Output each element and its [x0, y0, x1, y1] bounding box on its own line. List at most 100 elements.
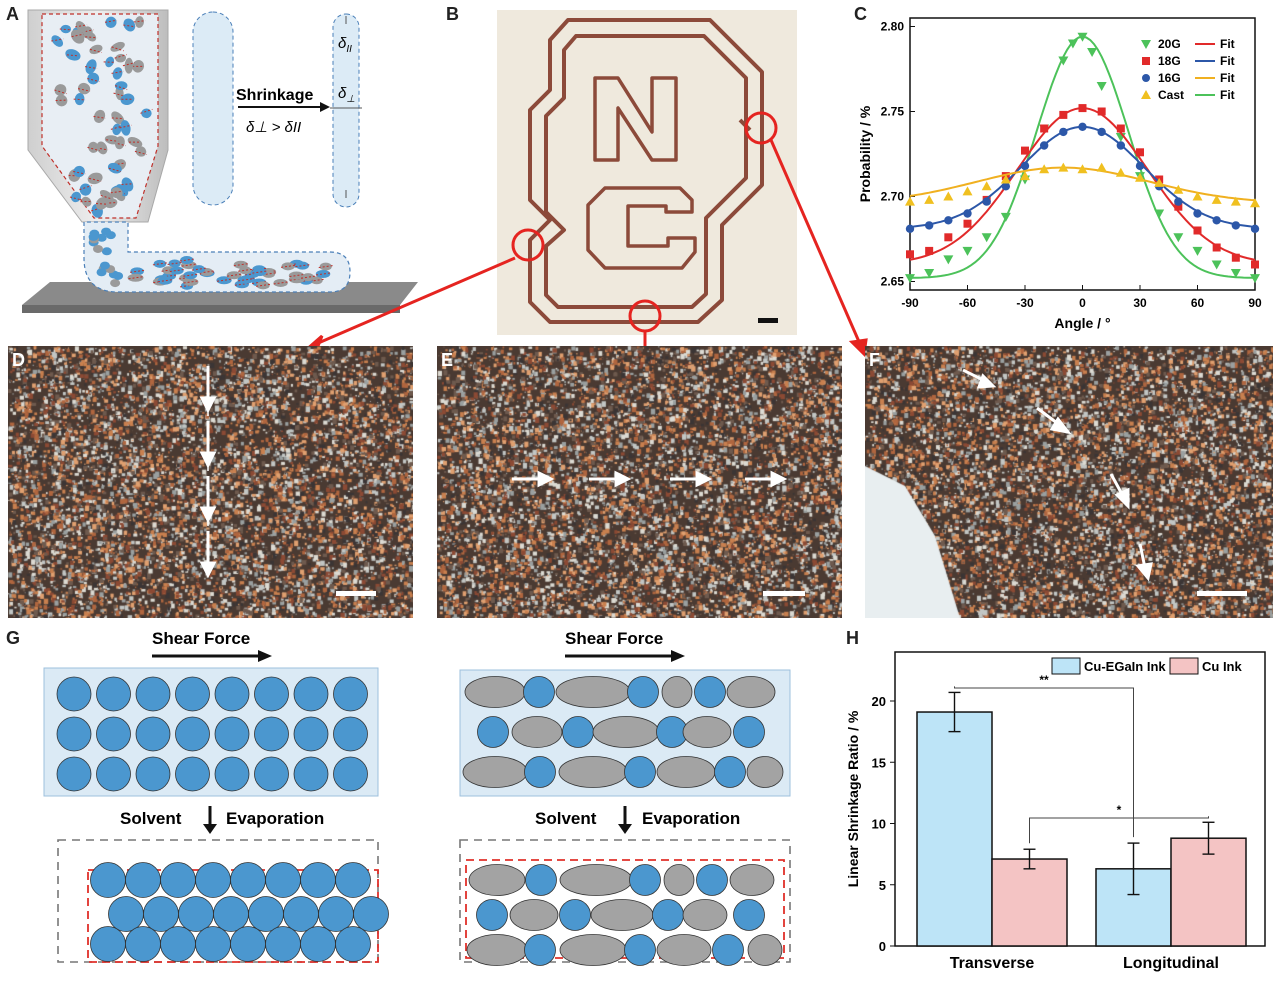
blue-particle [161, 863, 196, 898]
legend-marker [1142, 74, 1150, 82]
blue-particle [525, 757, 556, 788]
blue-particle [301, 863, 336, 898]
y-tick-label: 2.75 [881, 105, 905, 119]
data-point-18g [964, 220, 972, 228]
bar-transverse-1 [992, 859, 1067, 946]
blue-particle [126, 863, 161, 898]
panel-label-c: C [854, 4, 867, 25]
blue-particle [179, 897, 214, 932]
blue-particle [319, 897, 354, 932]
blue-particle [563, 717, 594, 748]
data-point-18g [1059, 111, 1067, 119]
gray-particle [469, 865, 525, 896]
legend-marker [1141, 40, 1151, 49]
data-point-18g [1021, 147, 1029, 155]
blue-particle [57, 757, 91, 791]
y-tick-label: 5 [879, 878, 886, 893]
scale-bar-f [1197, 591, 1247, 596]
gray-particle [662, 677, 692, 708]
legend-series-label: 18G [1158, 54, 1181, 68]
blue-particle [294, 717, 328, 751]
legend-swatch [1170, 658, 1198, 674]
data-point-cast [905, 197, 915, 206]
blue-particle [560, 900, 591, 931]
category-label: Transverse [950, 955, 1035, 972]
x-tick-label: -30 [1016, 296, 1034, 310]
panel-b: B N C [440, 0, 840, 335]
bar-transverse-0 [917, 712, 992, 946]
shear-force-label-right: Shear Force [565, 629, 663, 648]
blue-particle [57, 677, 91, 711]
blue-particle [266, 863, 301, 898]
data-point-16g [1212, 216, 1220, 224]
blue-particle [255, 757, 289, 791]
legend-label: Cu-EGaIn Ink [1084, 659, 1166, 674]
category-label: Longitudinal [1123, 955, 1219, 972]
data-point-20g [1193, 247, 1203, 256]
panel-label-g: G [6, 628, 20, 649]
data-point-16g [1193, 209, 1201, 217]
gray-particle [463, 757, 527, 788]
data-point-20g [1154, 210, 1164, 219]
gray-particle [560, 865, 632, 896]
evaporation-arrow-right [618, 824, 632, 834]
alignment-arrows-e [437, 346, 842, 618]
data-point-16g [1232, 221, 1240, 229]
gray-particle [748, 935, 782, 966]
data-point-16g [906, 225, 914, 233]
blue-particle [91, 927, 126, 962]
panel-label-h: H [846, 628, 859, 649]
legend-fit-label: Fit [1220, 37, 1235, 51]
data-point-cast [943, 192, 953, 201]
panel-f: F [865, 346, 1273, 618]
blue-particle [214, 897, 249, 932]
blue-particle [97, 677, 131, 711]
solvent-label-left: Solvent [120, 809, 182, 828]
significance-label: ** [1039, 673, 1049, 687]
blue-particle [354, 897, 389, 932]
blue-particle [294, 677, 328, 711]
blue-particle [97, 757, 131, 791]
panel-g: G Shear Force Solvent Evaporation Shear … [0, 622, 830, 981]
blue-particle [215, 677, 249, 711]
blue-particle [713, 935, 744, 966]
data-point-18g [1251, 261, 1259, 269]
blue-particle [249, 897, 284, 932]
blue-particle [526, 865, 557, 896]
blue-particle [57, 717, 91, 751]
blue-particle [97, 717, 131, 751]
legend-series-label: 20G [1158, 37, 1181, 51]
data-point-16g [982, 197, 990, 205]
data-point-20g [1001, 213, 1011, 222]
blue-particle [715, 757, 746, 788]
blue-particle [266, 927, 301, 962]
y-tick-label: 15 [872, 755, 886, 770]
data-point-18g [1232, 254, 1240, 262]
data-point-cast [963, 186, 973, 195]
data-point-16g [1059, 128, 1067, 136]
evaporation-arrow-left [203, 824, 217, 834]
data-point-18g [1117, 125, 1125, 133]
data-point-20g [1212, 261, 1222, 270]
plot-frame [910, 18, 1255, 290]
gray-particle [727, 677, 775, 708]
x-tick-label: 60 [1191, 296, 1205, 310]
data-point-16g [963, 209, 971, 217]
blue-particle [301, 927, 336, 962]
data-point-16g [925, 221, 933, 229]
gray-particle [747, 757, 783, 788]
data-point-cast [982, 181, 992, 190]
blue-particle [91, 863, 126, 898]
blue-particle [734, 900, 765, 931]
data-point-16g [1136, 162, 1144, 170]
data-point-cast [1116, 168, 1126, 177]
data-point-cast [924, 195, 934, 204]
data-point-18g [1079, 104, 1087, 112]
legend-swatch [1052, 658, 1080, 674]
legend-series-label: 16G [1158, 71, 1181, 85]
fit-line-20g [910, 37, 1255, 278]
gray-particle [512, 717, 562, 748]
gray-particle [593, 717, 659, 748]
